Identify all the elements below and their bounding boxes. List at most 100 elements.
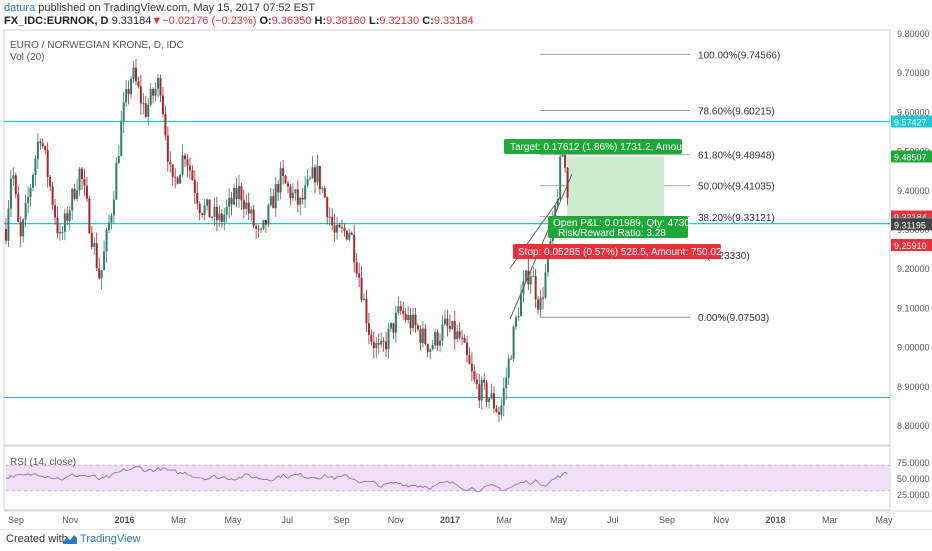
candle-body — [117, 156, 120, 163]
candle-body — [39, 141, 42, 144]
candle-body — [193, 179, 196, 193]
created-with-text: Created with — [6, 533, 68, 545]
candle-body — [343, 227, 346, 231]
rsi-tick: 50.0000 — [897, 474, 930, 484]
candle-body — [421, 328, 424, 344]
candle-body — [76, 190, 79, 199]
candle-body — [203, 205, 206, 215]
candle-body — [120, 121, 123, 157]
candle-body — [152, 89, 155, 96]
candle-body — [505, 377, 508, 389]
candle-body — [483, 379, 486, 383]
candle-body — [272, 196, 275, 209]
candle-body — [112, 199, 115, 216]
candle-body — [196, 192, 199, 204]
main-pane — [3, 29, 891, 446]
candle-body — [144, 103, 147, 117]
price-chart[interactable]: 9.800009.700009.600009.500009.400009.300… — [0, 28, 932, 528]
time-tick: May — [224, 515, 242, 525]
candle-body — [485, 382, 488, 403]
time-tick: Sep — [333, 515, 349, 525]
candle-body — [134, 67, 137, 82]
candle-body — [17, 194, 20, 222]
candle-body — [264, 219, 267, 225]
close-value: 9.33184 — [433, 15, 474, 27]
candle-body — [414, 314, 417, 326]
candle-body — [326, 197, 329, 218]
candle-body — [333, 225, 336, 233]
candle-body — [350, 232, 353, 235]
fib-label: 38.20%(9.33121) — [698, 213, 775, 224]
candle-body — [426, 344, 429, 352]
candle-body — [237, 185, 240, 199]
candle-body — [58, 231, 61, 234]
candle-body — [257, 228, 260, 230]
candle-body — [51, 186, 54, 206]
candle-body — [510, 358, 513, 360]
candle-body — [466, 342, 469, 356]
candle-body — [223, 214, 226, 222]
candle-body — [164, 113, 167, 136]
candle-body — [392, 323, 395, 333]
candle-body — [233, 187, 236, 205]
candle-body — [132, 67, 135, 80]
fib-label: 0.00%(9.07503) — [698, 313, 769, 324]
candle-body — [500, 405, 503, 415]
footer: Created with TradingView — [0, 529, 932, 551]
candle-body — [181, 155, 184, 175]
time-tick: Nov — [62, 515, 79, 525]
candle-body — [269, 196, 272, 206]
candle-body — [488, 398, 491, 403]
candle-body — [458, 331, 461, 338]
candle-body — [372, 341, 375, 349]
candle-body — [461, 337, 464, 339]
candle-body — [208, 199, 211, 218]
candle-body — [98, 268, 101, 279]
candle-body — [544, 272, 547, 298]
candle-body — [353, 234, 356, 263]
candle-body — [19, 221, 22, 237]
candle-body — [311, 167, 314, 179]
candle-body — [529, 276, 532, 285]
fib-label: 61.80%(9.48948) — [698, 151, 775, 162]
candle-body — [228, 197, 231, 207]
candle-body — [439, 340, 442, 346]
candle-body — [169, 161, 172, 165]
candle-body — [291, 192, 294, 199]
time-tick: Sep — [8, 515, 24, 525]
price-tag — [891, 150, 932, 163]
time-tick: Nov — [388, 515, 405, 525]
candle-body — [137, 81, 140, 87]
candle-body — [389, 323, 392, 329]
time-tick: Mar — [171, 515, 187, 525]
candle-body — [41, 143, 44, 147]
fib-label: 50.00%(9.41035) — [698, 182, 775, 193]
candle-body — [328, 216, 331, 218]
candle-body — [436, 331, 439, 346]
rsi-line — [5, 466, 568, 493]
candle-body — [443, 318, 446, 325]
author-link[interactable]: datura — [4, 2, 36, 14]
time-tick: Mar — [497, 515, 513, 525]
rsi-label: RSI (14, close) — [10, 457, 77, 468]
candle-body — [365, 298, 368, 324]
candle-body — [394, 312, 397, 333]
candle-body — [215, 206, 218, 221]
candle-body — [404, 313, 407, 321]
price-tag-label: 9.57427 — [894, 117, 927, 127]
tradingview-link[interactable]: TradingView — [80, 533, 141, 545]
time-tick: May — [550, 515, 568, 525]
candle-body — [377, 342, 380, 345]
candle-body — [304, 185, 307, 200]
time-tick: Sep — [659, 515, 675, 525]
target-box — [504, 139, 682, 154]
candle-body — [519, 293, 522, 317]
quote-line: FX_IDC:EURNOK, D 9.33184▼−0.02176 (−0.23… — [4, 15, 474, 27]
candle-body — [370, 334, 373, 342]
low-value: 9.32130 — [379, 15, 420, 27]
volume-label: Vol (20) — [10, 52, 45, 63]
candle-body — [363, 298, 366, 301]
candle-body — [159, 78, 162, 96]
candle-body — [453, 321, 456, 340]
time-tick: Jul — [607, 515, 619, 525]
